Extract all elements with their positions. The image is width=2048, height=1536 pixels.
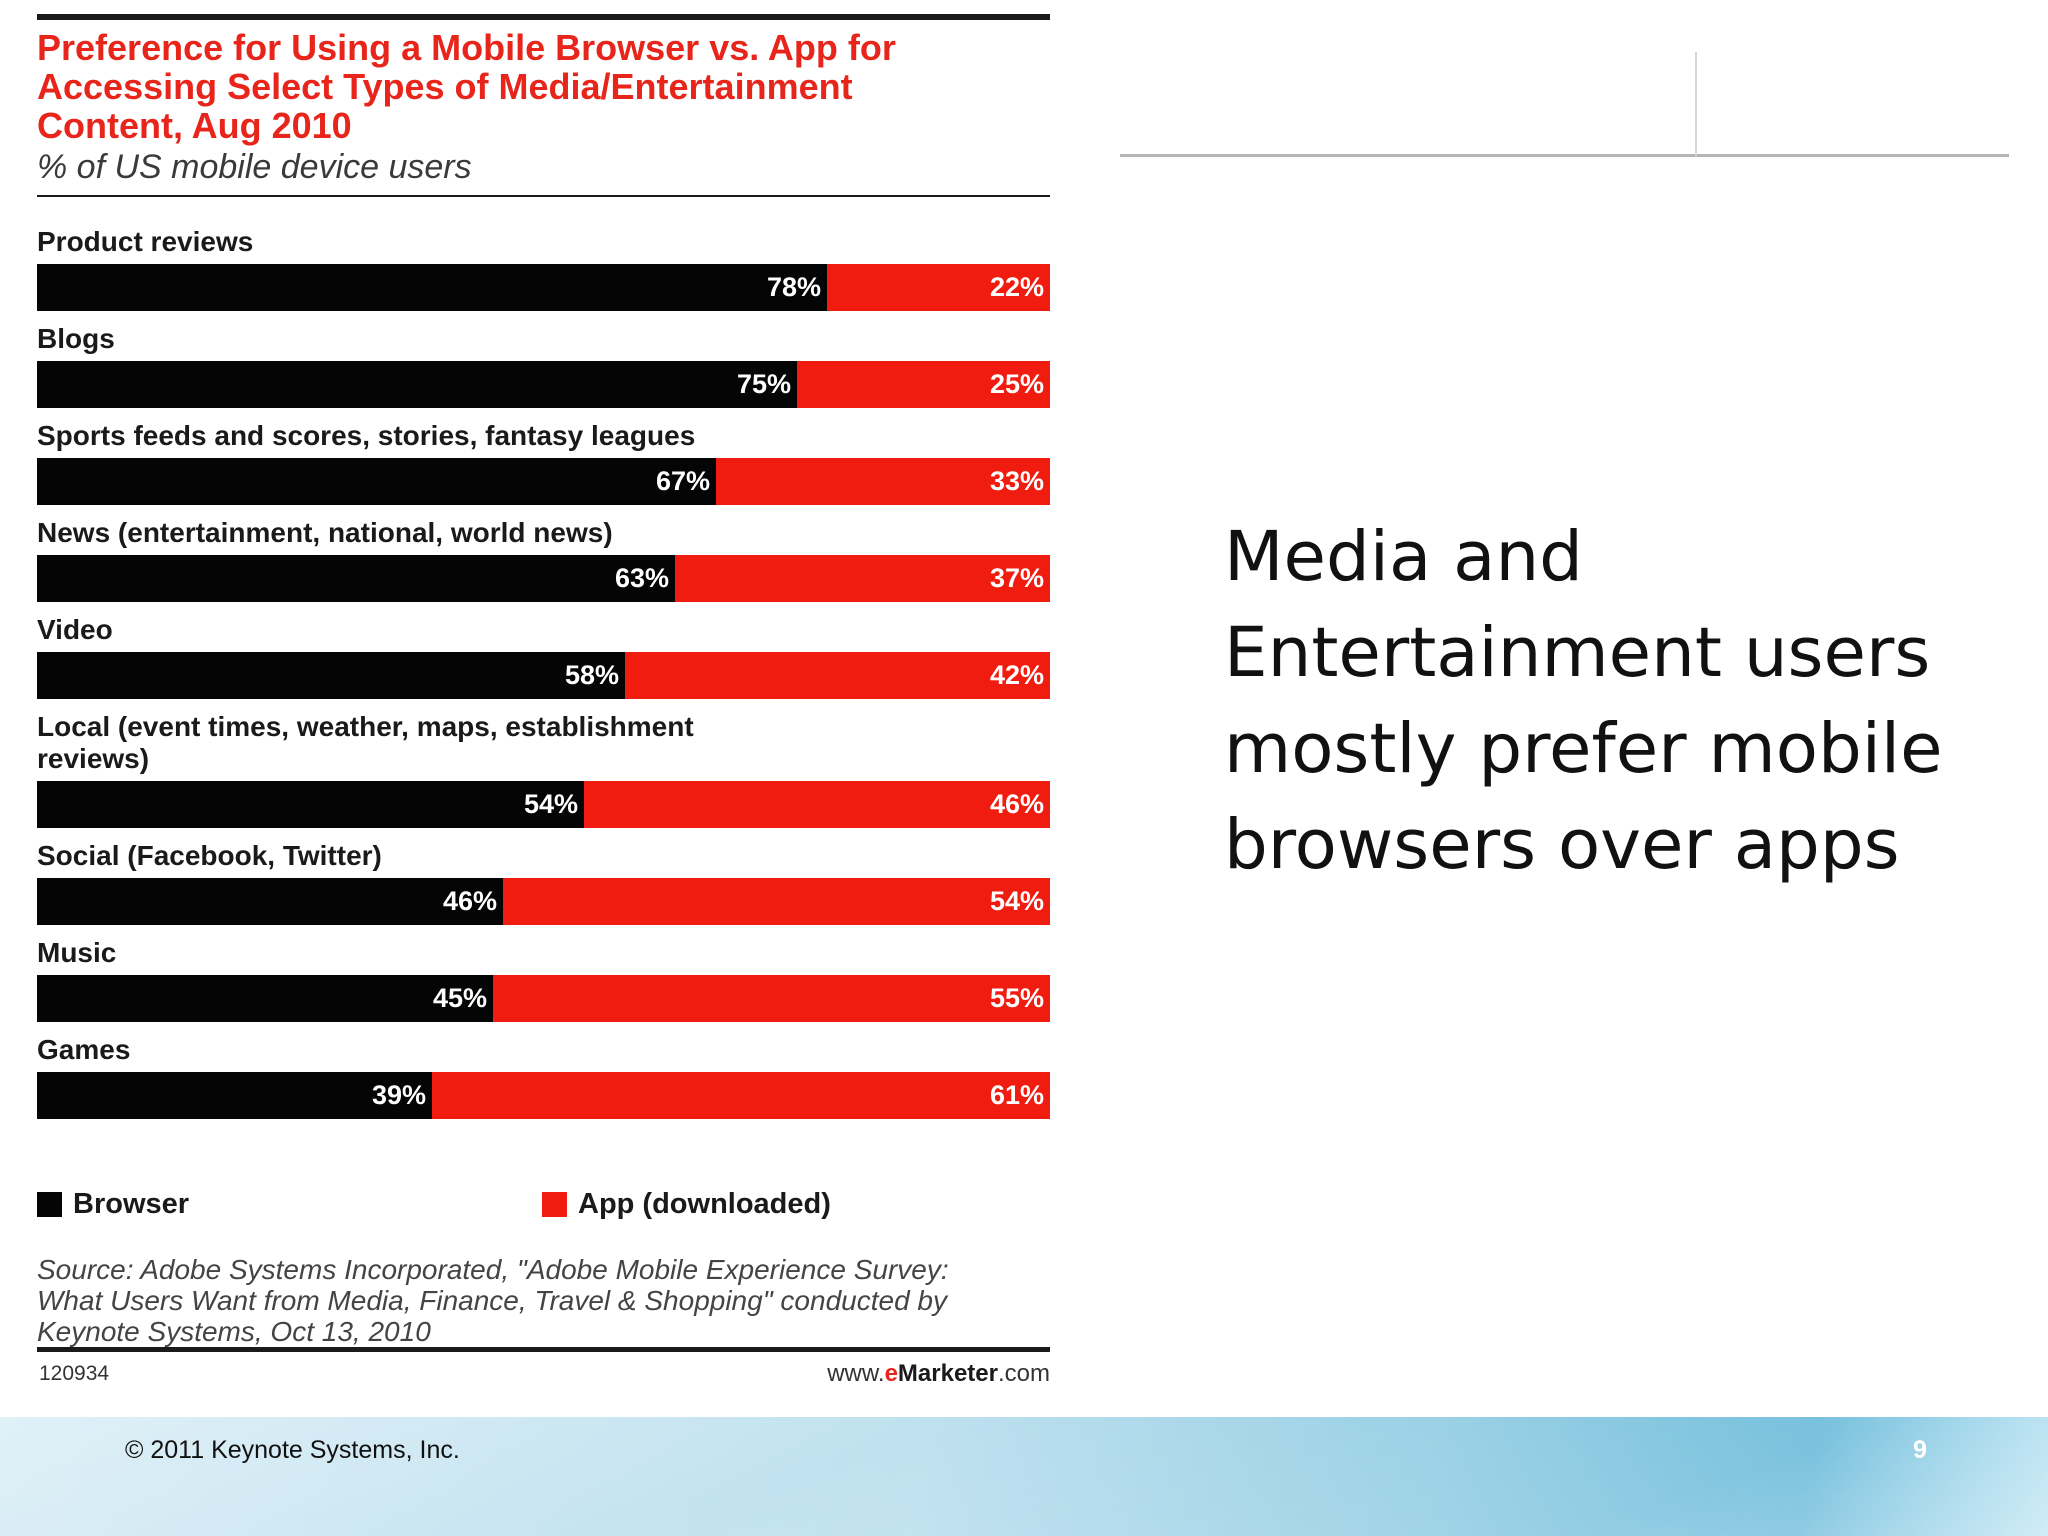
data-label-browser: 75% (736, 369, 791, 399)
data-label-browser: 58% (564, 660, 619, 690)
bar-browser (37, 781, 584, 828)
data-label-app: 61% (989, 1080, 1044, 1110)
category-label: Games (37, 1034, 131, 1065)
decorative-vertical-line (1695, 52, 1697, 156)
copyright-text: © 2011 Keynote Systems, Inc. (125, 1436, 460, 1464)
legend-browser-label: Browser (73, 1188, 190, 1220)
category-label: Social (Facebook, Twitter) (37, 840, 382, 871)
brand-suffix: .com (997, 1360, 1050, 1387)
chart-top-rule (37, 14, 1050, 20)
bar-browser (37, 975, 493, 1022)
category-label: Blogs (37, 323, 115, 354)
legend-app-label: App (downloaded) (578, 1188, 831, 1220)
bar-app (675, 555, 1050, 602)
data-label-app: 37% (989, 563, 1044, 593)
emarketer-logo: www.eMarketer.com (827, 1360, 1050, 1388)
bar-browser (37, 264, 827, 311)
data-label-app: 22% (989, 272, 1044, 302)
slide-footer-band (0, 1417, 2048, 1536)
legend-app: App (downloaded) (542, 1188, 831, 1221)
bar-browser (37, 652, 625, 699)
chart-title: Preference for Using a Mobile Browser vs… (37, 27, 896, 146)
bar-browser (37, 1072, 432, 1119)
page-number: 9 (1913, 1436, 1927, 1464)
legend-app-swatch (542, 1192, 567, 1217)
bar-app (493, 975, 1050, 1022)
chart-subtitle: % of US mobile device users (37, 148, 472, 186)
bar-app (625, 652, 1050, 699)
chart-subtitle-rule (37, 195, 1050, 197)
legend-browser: Browser (37, 1188, 189, 1221)
bar-browser (37, 361, 797, 408)
brand-name: Marketer (897, 1360, 998, 1387)
data-label-browser: 39% (371, 1080, 426, 1110)
bar-app (584, 781, 1050, 828)
data-label-app: 54% (989, 886, 1044, 916)
data-label-browser: 54% (523, 789, 578, 819)
bar-browser (37, 458, 716, 505)
data-label-app: 46% (989, 789, 1044, 819)
bar-app (503, 878, 1050, 925)
category-label: Music (37, 937, 117, 968)
bar-app (432, 1072, 1050, 1119)
bar-browser (37, 878, 503, 925)
chart-bottom-rule (37, 1347, 1050, 1352)
data-label-browser: 45% (432, 983, 487, 1013)
category-label: Product reviews (37, 226, 254, 257)
bar-chart: Preference for Using a Mobile Browser vs… (37, 14, 1050, 1390)
data-label-browser: 67% (655, 466, 710, 496)
legend-browser-swatch (37, 1192, 62, 1217)
bar-app (716, 458, 1050, 505)
decorative-horizontal-line (1120, 154, 2009, 157)
data-label-app: 25% (989, 369, 1044, 399)
bar-app (797, 361, 1050, 408)
data-label-browser: 63% (614, 563, 669, 593)
category-label: Local (event times, weather, maps, estab… (37, 711, 694, 774)
chart-source-note: Source: Adobe Systems Incorporated, "Ado… (37, 1254, 949, 1347)
category-label: Sports feeds and scores, stories, fantas… (37, 420, 696, 451)
bar-app (827, 264, 1050, 311)
brand-prefix: www. (827, 1360, 885, 1387)
data-label-app: 33% (989, 466, 1044, 496)
chart-bars-area: Product reviews 78% 22% Blogs 75% 25% Sports f… (37, 14, 1050, 1390)
slide-headline: Media and Entertainment users mostly pre… (1224, 517, 1943, 885)
category-label: News (entertainment, national, world new… (37, 517, 613, 548)
brand-accent: e (884, 1360, 898, 1387)
category-label: Video (37, 614, 113, 645)
chart-id: 120934 (39, 1362, 110, 1385)
data-label-browser: 46% (442, 886, 497, 916)
bar-browser (37, 555, 675, 602)
data-label-browser: 78% (766, 272, 821, 302)
data-label-app: 55% (989, 983, 1044, 1013)
data-label-app: 42% (989, 660, 1044, 690)
